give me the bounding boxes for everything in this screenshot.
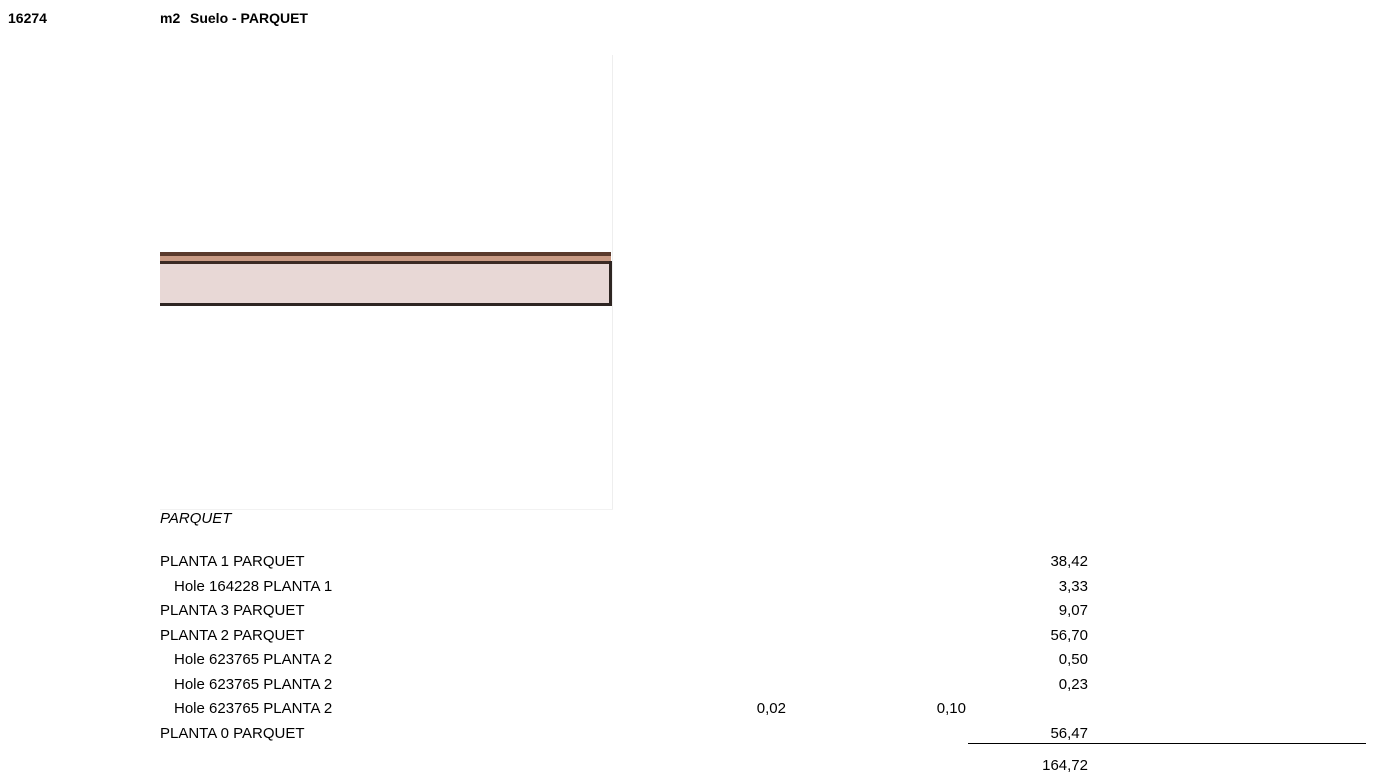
row-quantity: 56,47: [1050, 724, 1088, 742]
row-label: PLANTA 1 PARQUET: [160, 553, 305, 570]
product-image: [160, 55, 613, 510]
row-width: 0,02: [756, 700, 786, 717]
row-label: PLANTA 2 PARQUET: [160, 626, 305, 644]
row-height: 0,10: [936, 700, 966, 717]
strip-edge: [160, 303, 612, 306]
strip-edge: [160, 256, 611, 261]
row-label: PLANTA 3 PARQUET: [160, 602, 305, 619]
strip-edge: [609, 261, 612, 306]
item-title: Suelo - PARQUET: [190, 10, 308, 26]
row-label: Hole 623765 PLANTA 2: [174, 700, 333, 717]
row-label: PLANTA 0 PARQUET: [160, 724, 305, 742]
row-label: Hole 164228 PLANTA 1: [174, 577, 333, 595]
row-label: Hole 623765 PLANTA 2: [174, 675, 333, 693]
row-quantity: 38,42: [1050, 553, 1088, 570]
total: 164,72: [1042, 757, 1088, 774]
total-rule: [968, 743, 1366, 744]
row-quantity: 3,33: [1058, 577, 1088, 595]
row-quantity: 56,70: [1050, 626, 1088, 644]
row-label: Hole 623765 PLANTA 2: [174, 651, 333, 668]
strip-edge: [160, 252, 611, 256]
item-unit: m2: [160, 10, 181, 26]
row-quantity: 0,23: [1058, 675, 1088, 693]
item-code: 16274: [8, 10, 47, 26]
row-quantity: 0,50: [1058, 651, 1088, 668]
strip-face: [160, 264, 609, 304]
row-quantity: 9,07: [1058, 602, 1088, 619]
strip-edge: [160, 261, 611, 264]
section-title: PARQUET: [160, 510, 232, 527]
